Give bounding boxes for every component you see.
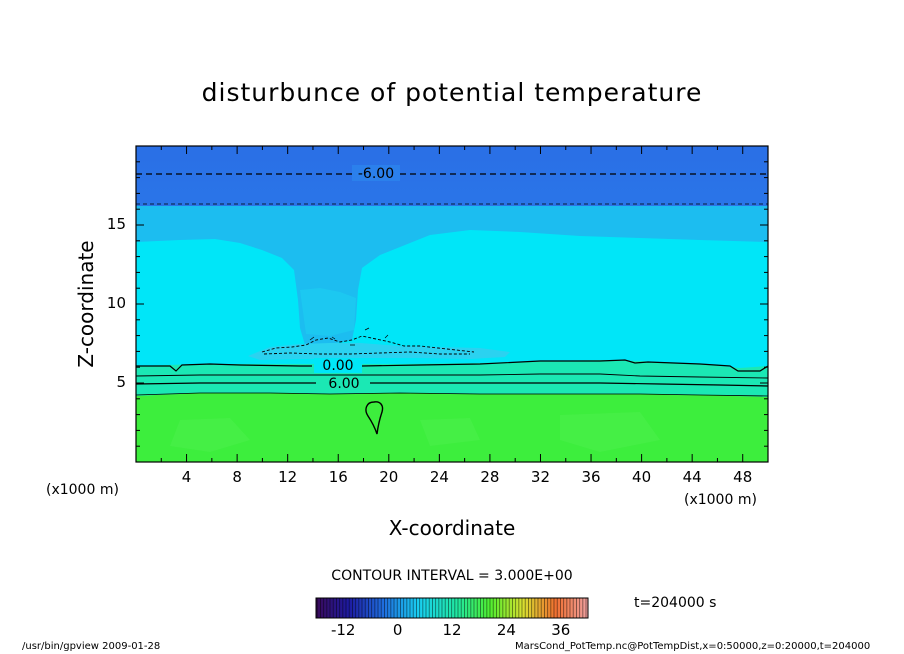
colorbar-tick-label: 12 — [442, 621, 462, 639]
x-tick-label: 36 — [581, 468, 601, 486]
colorbar-tick-label: 24 — [496, 621, 516, 639]
x-tick-label: 28 — [480, 468, 500, 486]
colorbar-tick-label: 0 — [392, 621, 403, 639]
field-surface-faint — [170, 412, 660, 452]
contour-interval-label: CONTOUR INTERVAL = 3.000E+00 — [331, 568, 573, 584]
footer-source: MarsCond_PotTemp.nc@PotTempDist,x=0:5000… — [515, 641, 871, 652]
contour-line-3 — [136, 373, 768, 379]
x-tick-label: 44 — [682, 468, 702, 486]
x-tick-label: 32 — [530, 468, 551, 486]
tick-marks — [136, 146, 768, 462]
contour-line-6 — [136, 382, 768, 387]
x-tick-label: 12 — [278, 468, 298, 486]
contour-label-neg6: -6.00 — [358, 166, 394, 182]
field-plume-faint — [300, 288, 356, 336]
colorbar-tick-label: 36 — [551, 621, 571, 639]
contour-label-bg-neg6 — [352, 165, 400, 181]
contour-plume-spots — [309, 327, 389, 346]
contour-label-bg-6 — [318, 376, 368, 390]
chart-title: disturbunce of potential temperature — [201, 78, 703, 107]
colorbar-frame — [315, 597, 589, 619]
colorbar-tick-label: -12 — [330, 621, 356, 639]
contour-label-group: -6.00 0.00 6.00 — [314, 165, 400, 392]
x-tick-label: 8 — [232, 468, 242, 486]
x-unit-right: (x1000 m) — [684, 492, 757, 508]
contour-teardrop — [365, 401, 384, 435]
y-tick-label: 5 — [116, 373, 126, 391]
contour-label-bg-0 — [314, 358, 362, 373]
colorbar — [315, 597, 589, 619]
x-tick-label: 40 — [632, 468, 652, 486]
y-tick-label: 10 — [106, 294, 126, 312]
contour-label-0: 0.00 — [322, 358, 353, 374]
x-tick-label: 24 — [429, 468, 449, 486]
contour-field — [136, 146, 768, 462]
x-tick-label: 20 — [379, 468, 399, 486]
contour-label-6: 6.00 — [328, 376, 359, 392]
contour-anvil-dashed — [261, 335, 475, 355]
x-tick-label: 4 — [181, 468, 192, 486]
time-label: t=204000 s — [634, 595, 717, 611]
contour-line-0 — [136, 359, 768, 372]
colorbar-stripes — [316, 598, 588, 618]
x-unit-left: (x1000 m) — [46, 482, 119, 498]
x-axis-title: X-coordinate — [388, 516, 516, 540]
x-tick-label: 48 — [733, 468, 753, 486]
x-tick-label: 16 — [328, 468, 348, 486]
contour-line-9 — [136, 392, 768, 397]
field-anvil — [248, 343, 510, 360]
footer-program: /usr/bin/gpview 2009-01-28 — [22, 641, 161, 652]
y-tick-label: 15 — [106, 215, 126, 233]
